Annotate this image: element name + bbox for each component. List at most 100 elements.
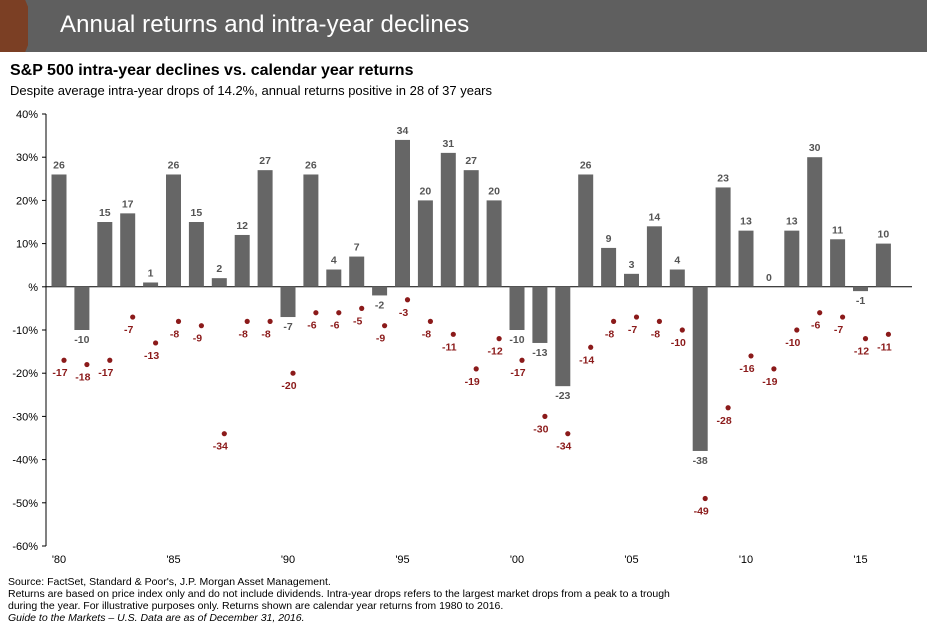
decline-label-2013: -6 [811,320,820,332]
y-tick-label: 30% [16,152,38,164]
decline-label-2001: -30 [533,423,548,435]
bar-2004 [601,247,617,287]
decline-dot-1990 [290,370,296,376]
decline-dot-2010 [748,353,754,359]
decline-label-1997: -11 [442,341,457,353]
bar-label-1985: 26 [168,159,180,171]
decline-label-1982: -17 [98,367,113,379]
bar-label-1981: -10 [74,334,89,346]
x-tick-label: '90 [281,554,295,566]
footnotes: Source: FactSet, Standard & Poor's, J.P.… [8,576,908,624]
bar-1985 [166,174,181,287]
decline-dot-1980 [61,357,67,363]
decline-dot-2000 [519,357,525,363]
bar-1999 [486,200,502,287]
bar-label-1995: 34 [397,125,409,137]
decline-dot-2004 [611,318,617,324]
y-tick-label: % [28,282,38,294]
bar-label-2005: 3 [629,259,635,271]
bar-1997 [440,152,456,287]
decline-label-2012: -10 [785,337,800,349]
decline-label-2002: -34 [556,441,571,453]
decline-label-2009: -28 [717,415,732,427]
bar-label-1989: 27 [259,155,271,167]
decline-dot-2006 [656,318,663,324]
decline-label-2003: -14 [579,354,594,366]
x-tick-label: '95 [395,554,409,566]
bar-2003 [578,174,594,287]
decline-dot-1983 [130,314,136,320]
decline-label-1983: -7 [124,324,133,336]
bar-label-1997: 31 [442,138,454,150]
decline-label-2011: -19 [762,376,777,388]
bar-label-1980: 26 [53,159,65,171]
decline-label-1996: -8 [422,328,431,340]
decline-dot-1999 [496,336,502,342]
bar-label-2009: 23 [717,172,729,184]
bar-label-2004: 9 [606,233,612,245]
bar-1986 [188,222,204,287]
bar-1998 [463,170,479,287]
bar-label-2014: 11 [832,224,843,236]
footnote-guide: Guide to the Markets – U.S. Data are as … [8,612,305,624]
bar-1980 [51,174,67,287]
decline-label-2015: -12 [854,346,869,358]
bar-label-1983: 17 [122,198,134,210]
bar-2002 [555,286,571,387]
x-tick-label: '10 [739,554,753,566]
decline-dot-1994 [382,323,388,329]
decline-label-2016: -11 [877,341,892,353]
decline-label-1998: -19 [465,376,480,388]
bar-label-1986: 15 [191,207,203,219]
bar-label-1994: -2 [375,299,384,311]
y-tick-label: -10% [12,325,38,337]
bar-label-1993: 7 [354,242,360,254]
x-tick-label: '15 [853,554,867,566]
decline-label-1993: -5 [353,315,362,327]
decline-dot-1984 [153,340,159,346]
decline-dot-1991 [313,310,319,316]
bar-1995 [395,139,410,287]
decline-label-1989: -8 [261,328,270,340]
decline-label-1985: -8 [170,328,179,340]
decline-label-1995: -3 [399,307,408,319]
y-tick-label: -20% [12,368,38,380]
chart-title: S&P 500 intra-year declines vs. calendar… [10,62,414,79]
bar-label-1996: 20 [420,185,432,197]
decline-label-1984: -13 [144,350,159,362]
decline-dot-1982 [107,357,113,363]
decline-dot-1987 [221,431,227,437]
decline-label-1986: -9 [193,333,202,345]
bar-1987 [211,278,227,287]
decline-label-2007: -10 [671,337,686,349]
bar-label-2016: 10 [878,229,890,241]
bar-label-1988: 12 [236,220,248,232]
x-tick-label: '80 [52,554,66,566]
decline-label-1980: -17 [52,367,67,379]
decline-dot-2008 [702,495,708,502]
bar-2015 [853,286,868,292]
decline-dot-1986 [198,323,204,329]
footnote-source: Source: FactSet, Standard & Poor's, J.P.… [8,576,331,588]
bar-1991 [303,174,319,287]
bar-label-2010: 13 [740,216,752,228]
decline-label-1992: -6 [330,320,339,332]
bar-label-1999: 20 [488,185,500,197]
bar-2001 [532,286,548,343]
bar-1984 [143,282,159,287]
bar-2005 [624,273,639,287]
bar-label-2008: -38 [693,455,708,467]
decline-dot-1988 [244,318,250,324]
decline-dot-1997 [450,331,456,337]
bar-label-2003: 26 [580,159,592,171]
decline-dot-2016 [885,331,892,337]
bar-2010 [738,230,754,287]
decline-dot-2005 [633,314,640,320]
decline-dot-1995 [404,297,411,303]
banner-chevron-icon [0,0,36,52]
decline-label-2004: -8 [605,328,614,340]
bar-label-1987: 2 [216,263,222,275]
bar-1994 [372,286,388,296]
bar-2012 [784,230,800,287]
decline-dot-2015 [862,336,869,342]
